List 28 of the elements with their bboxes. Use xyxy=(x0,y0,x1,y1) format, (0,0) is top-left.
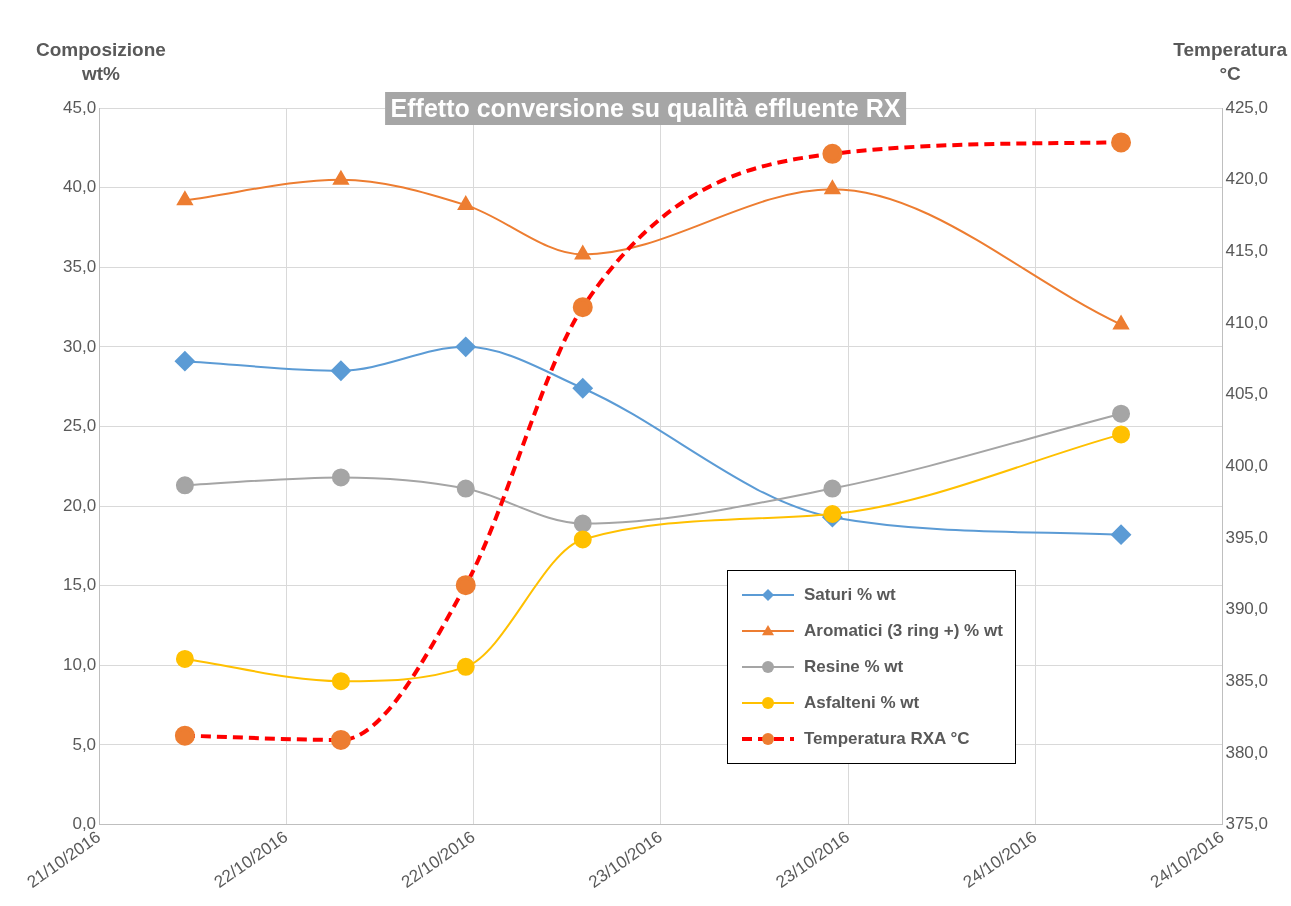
legend-label: Resine % wt xyxy=(804,657,904,677)
y2-tick-label: 395,0 xyxy=(1225,527,1269,547)
y2-tick-label: 390,0 xyxy=(1225,599,1269,619)
y-tick-label: 10,0 xyxy=(62,654,97,674)
y2-tick-label: 405,0 xyxy=(1225,384,1269,404)
y-tick-label: 20,0 xyxy=(62,495,97,515)
y2-tick-label: 410,0 xyxy=(1225,312,1269,332)
y-tick-label: 45,0 xyxy=(62,97,97,117)
legend-label: Asfalteni % wt xyxy=(804,693,920,713)
y2-tick-label: 415,0 xyxy=(1225,240,1269,260)
y2-tick-label: 385,0 xyxy=(1225,670,1269,690)
legend-label: Aromatici (3 ring +) % wt xyxy=(804,621,1003,641)
y-tick-label: 15,0 xyxy=(62,575,97,595)
chart-title: Effetto conversione su qualità effluente RX xyxy=(384,92,907,125)
y2-tick-label: 380,0 xyxy=(1225,742,1269,762)
legend-label: Temperatura RXA °C xyxy=(804,729,970,749)
y-axis-title: Composizione wt% xyxy=(36,38,166,86)
y2-tick-label: 420,0 xyxy=(1225,169,1269,189)
y-tick-label: 5,0 xyxy=(72,734,97,754)
y2-axis-title: Temperatura °C xyxy=(1173,38,1287,86)
y-tick-label: 25,0 xyxy=(62,416,97,436)
y2-tick-label: 425,0 xyxy=(1225,97,1269,117)
y2-tick-label: 375,0 xyxy=(1225,814,1269,834)
y-tick-label: 40,0 xyxy=(62,177,97,197)
y2-tick-label: 400,0 xyxy=(1225,455,1269,475)
y-tick-label: 35,0 xyxy=(62,256,97,276)
legend-label: Saturi % wt xyxy=(804,585,896,605)
y-tick-label: 30,0 xyxy=(62,336,97,356)
